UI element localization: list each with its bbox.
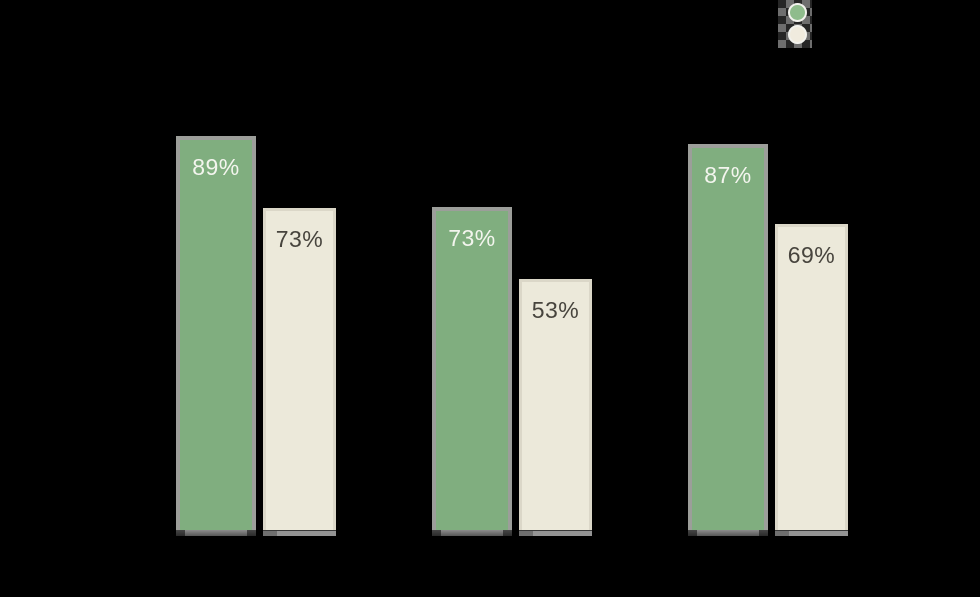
bar-series-2-group-1: 73% bbox=[263, 208, 336, 530]
baseline-strip bbox=[688, 530, 768, 536]
bar-series-1-group-1: 89% bbox=[176, 136, 256, 530]
baseline-strip bbox=[519, 530, 592, 536]
bar-value-label: 89% bbox=[192, 154, 240, 180]
legend-marker-series-2-icon bbox=[788, 25, 807, 44]
baseline-strip bbox=[176, 530, 256, 536]
bar-value-label: 53% bbox=[531, 297, 580, 323]
bar-series-1-group-3: 87% bbox=[688, 144, 768, 530]
bar-value-label: 73% bbox=[275, 226, 324, 252]
bar-series-2-group-2: 53% bbox=[519, 279, 592, 530]
bar-value-label: 87% bbox=[704, 162, 752, 188]
baseline-strip bbox=[432, 530, 512, 536]
bar-series-2-group-3: 69% bbox=[775, 224, 848, 530]
legend bbox=[778, 0, 812, 48]
bar-series-1-group-2: 73% bbox=[432, 207, 512, 530]
baseline-strip bbox=[263, 530, 336, 536]
bar-value-label: 73% bbox=[448, 225, 496, 251]
legend-marker-series-1-icon bbox=[788, 3, 807, 22]
baseline-strip bbox=[775, 530, 848, 536]
bar-value-label: 69% bbox=[787, 242, 836, 268]
